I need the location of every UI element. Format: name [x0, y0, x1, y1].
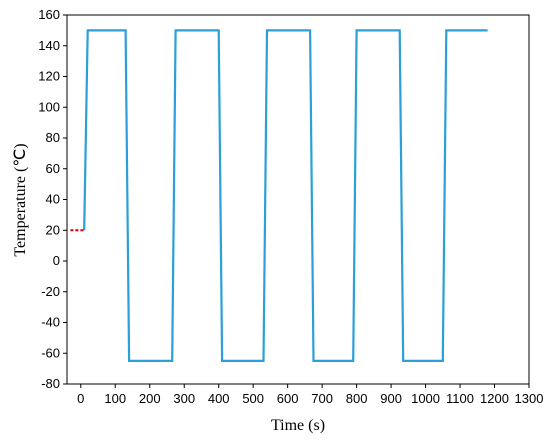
plot-frame [66, 14, 530, 385]
y-tick-label: 120 [38, 69, 60, 84]
series-layer [70, 29, 488, 362]
x-tick-label: 1000 [411, 391, 440, 406]
x-tick-label: 900 [380, 391, 402, 406]
y-tick-label: 60 [46, 161, 60, 176]
x-tick-label: 1300 [515, 391, 544, 406]
x-tick-label: 0 [77, 391, 84, 406]
x-tick-label: 1100 [446, 391, 474, 406]
x-axis: 0 100 200 300 400 500 600 700 800 900 1000 1100 1200… [77, 384, 543, 406]
x-tick-label: 400 [208, 391, 230, 406]
x-tick-label: 500 [242, 391, 264, 406]
y-tick-label: 0 [53, 253, 60, 268]
x-tick-label: 300 [173, 391, 195, 406]
y-tick-label: -40 [41, 315, 60, 330]
y-tick-label: 140 [38, 38, 60, 53]
x-tick-label: 600 [277, 391, 299, 406]
x-tick-label: 800 [346, 391, 368, 406]
x-axis-title: Time (s) [271, 417, 325, 434]
temperature-cycle-line [83, 29, 488, 362]
y-axis-title: Temperature (℃) [12, 143, 29, 256]
y-tick-label: -60 [41, 345, 60, 360]
y-tick-label: 160 [38, 7, 60, 22]
y-tick-label: -80 [41, 376, 60, 391]
y-tick-label: 20 [46, 222, 60, 237]
y-tick-label: 40 [46, 192, 60, 207]
y-tick-label: -20 [41, 284, 60, 299]
plot-area [66, 14, 530, 385]
y-tick-label: 80 [46, 130, 60, 145]
x-tick-label: 700 [311, 391, 333, 406]
x-tick-label: 200 [139, 391, 161, 406]
x-tick-label: 1200 [480, 391, 509, 406]
x-tick-label: 100 [104, 391, 126, 406]
y-tick-label: 100 [38, 99, 60, 114]
y-axis: -80 -60 -40 -20 0 20 40 60 80 100 120 140 160 [38, 7, 67, 391]
